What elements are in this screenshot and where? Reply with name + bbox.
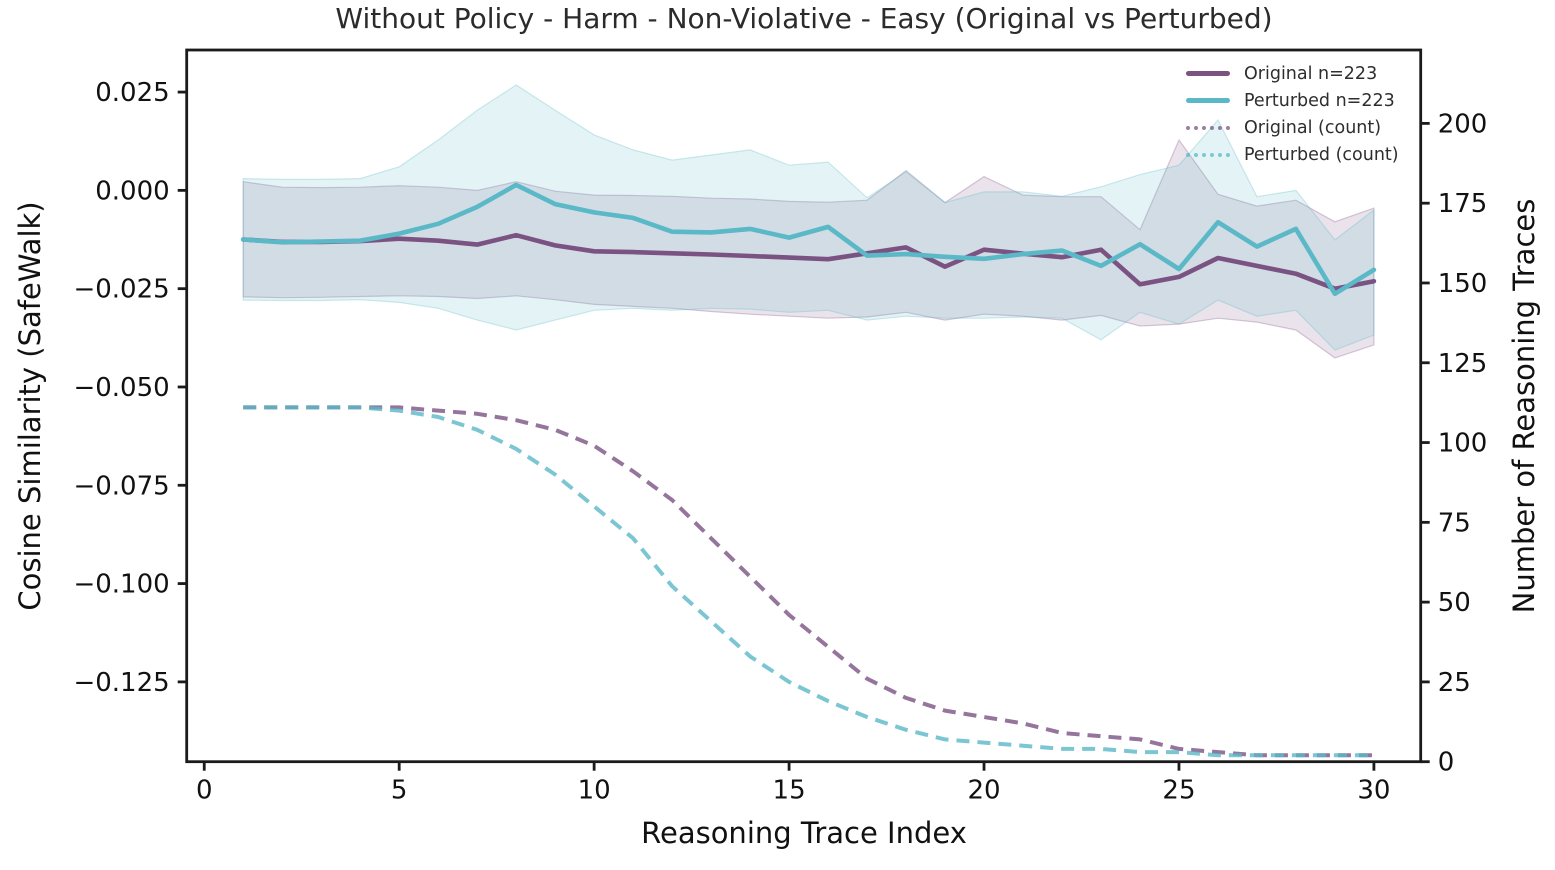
series-line-3-perturbed-count- bbox=[243, 405, 1374, 758]
perturbed-count-swatch bbox=[1186, 152, 1230, 157]
series-lines bbox=[240, 182, 1377, 758]
x-tick-label: 20 bbox=[967, 776, 1000, 806]
axes-spines bbox=[185, 48, 1423, 764]
legend-label: Original n=223 bbox=[1244, 63, 1378, 84]
perturbed-line-swatch bbox=[1186, 98, 1230, 103]
legend-item-perturbed-count: Perturbed (count) bbox=[1186, 143, 1399, 166]
chart-title: Without Policy - Harm - Non-Violative - … bbox=[335, 2, 1273, 35]
confidence-bands bbox=[242, 84, 1375, 359]
right-y-tick-label: 50 bbox=[1438, 588, 1471, 618]
legend-label: Perturbed (count) bbox=[1244, 144, 1399, 165]
x-tick-label: 5 bbox=[391, 776, 408, 806]
left-y-tick-label: −0.100 bbox=[73, 570, 169, 600]
right-y-tick-label: 150 bbox=[1438, 269, 1488, 299]
legend-label: Original (count) bbox=[1244, 117, 1382, 138]
right-y-tick-label: 125 bbox=[1438, 349, 1488, 379]
right-y-tick-label: 175 bbox=[1438, 189, 1488, 219]
right-y-tick-label: 0 bbox=[1438, 748, 1455, 778]
x-tick-label: 0 bbox=[196, 776, 213, 806]
right-y-tick-label: 75 bbox=[1438, 508, 1471, 538]
left-y-tick-label: 0.000 bbox=[95, 176, 169, 206]
right-axis-ticks: 0 25 50 75 100 125 150 175 200 bbox=[1420, 109, 1488, 778]
left-y-tick-label: −0.050 bbox=[73, 373, 169, 403]
right-y-tick-label: 100 bbox=[1438, 429, 1488, 459]
right-y-tick-label: 25 bbox=[1438, 668, 1471, 698]
right-y-axis-label: Number of Reasoning Traces bbox=[1507, 198, 1541, 614]
right-y-tick-label: 200 bbox=[1438, 109, 1488, 139]
legend-item-original-count: Original (count) bbox=[1186, 116, 1399, 139]
left-y-axis-label: Cosine Similarity (SafeWalk) bbox=[13, 201, 47, 611]
legend: Original n=223 Perturbed n=223 Original … bbox=[1186, 62, 1399, 166]
legend-item-perturbed: Perturbed n=223 bbox=[1186, 89, 1399, 112]
legend-item-original: Original n=223 bbox=[1186, 62, 1399, 85]
series-line-0-original-n-223 bbox=[240, 232, 1377, 292]
plot-border bbox=[185, 48, 1423, 764]
series-line-2-original-count- bbox=[243, 405, 1374, 758]
left-y-tick-label: −0.025 bbox=[73, 275, 169, 305]
series-line-1-perturbed-n-223 bbox=[240, 182, 1377, 297]
left-y-tick-label: −0.075 bbox=[73, 471, 169, 501]
left-y-tick-label: 0.025 bbox=[95, 78, 169, 108]
original-line-swatch bbox=[1186, 71, 1230, 76]
left-y-tick-label: −0.125 bbox=[73, 668, 169, 698]
x-axis-ticks: 0 5 10 15 20 25 30 bbox=[196, 761, 1390, 806]
legend-label: Perturbed n=223 bbox=[1244, 90, 1395, 111]
confidence-band-perturbed bbox=[242, 84, 1375, 351]
x-tick-label: 10 bbox=[578, 776, 611, 806]
x-tick-label: 25 bbox=[1162, 776, 1195, 806]
x-tick-label: 15 bbox=[773, 776, 806, 806]
x-tick-label: 30 bbox=[1357, 776, 1390, 806]
left-axis-ticks: 0.025 0.000 −0.025 −0.050 −0.075 −0.100 −0.125 bbox=[73, 78, 187, 698]
x-axis-label: Reasoning Trace Index bbox=[641, 816, 967, 850]
original-count-swatch bbox=[1186, 125, 1230, 130]
confidence-band-original bbox=[242, 138, 1375, 359]
